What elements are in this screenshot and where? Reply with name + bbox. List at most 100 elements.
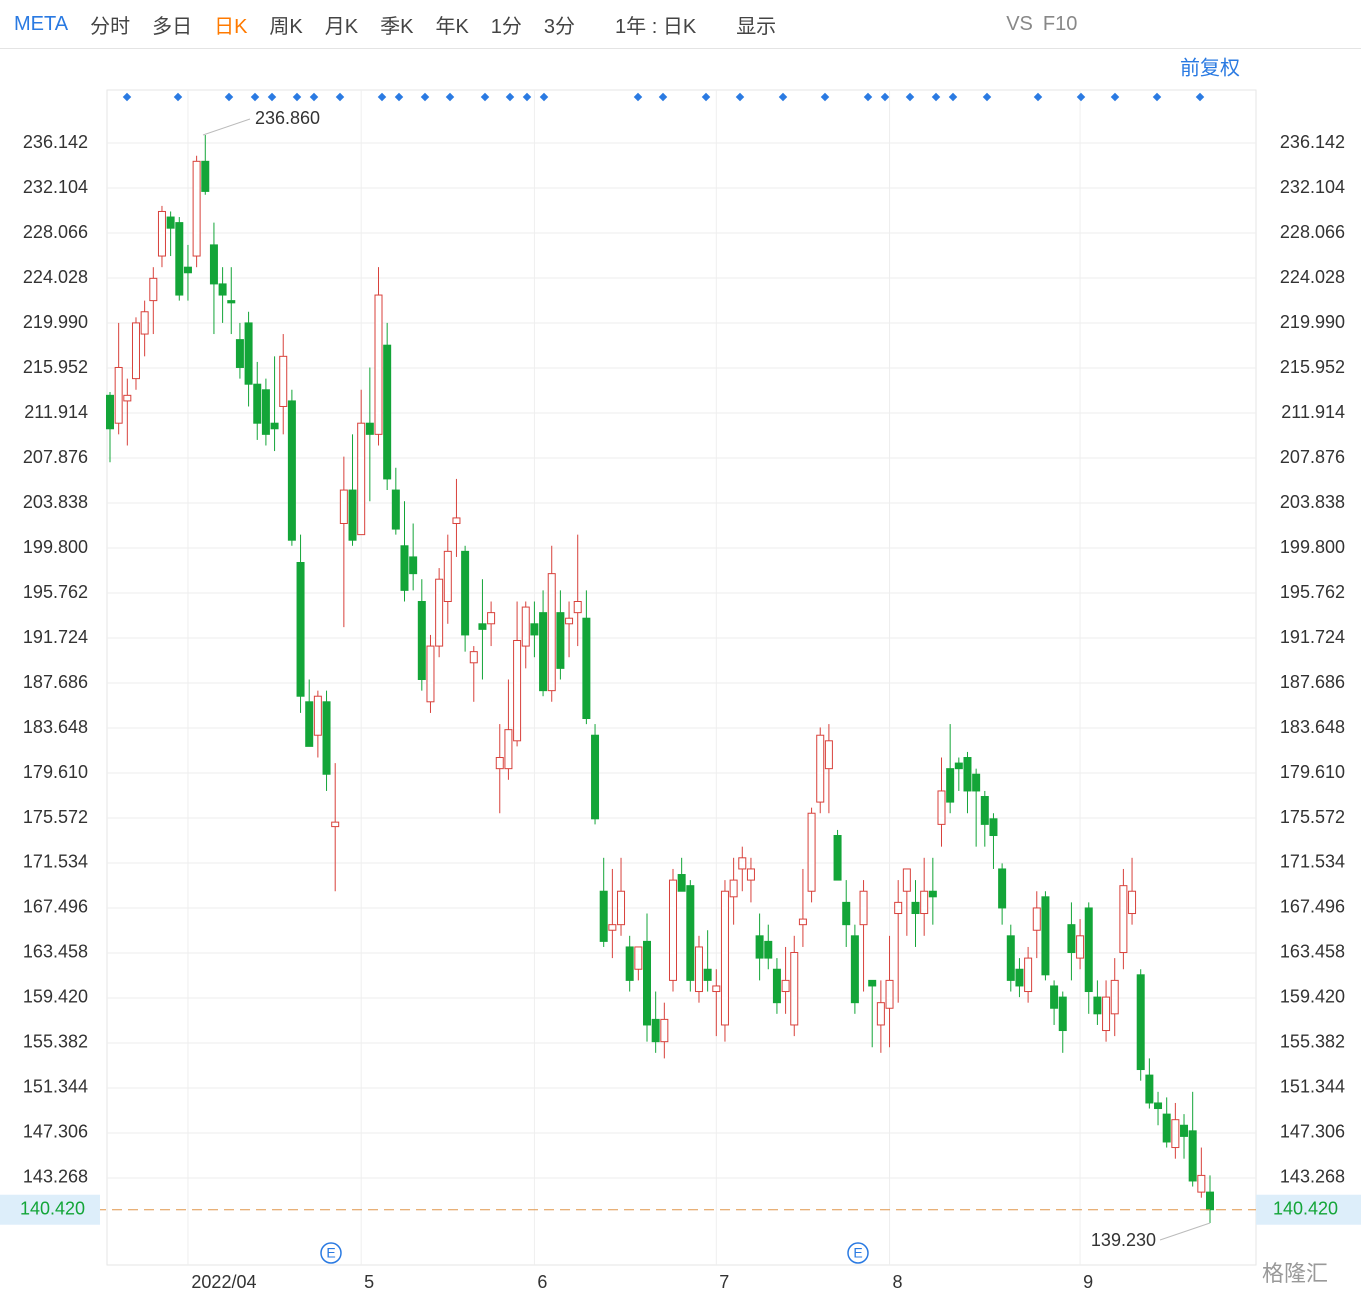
tab[interactable]: 日K [214,15,248,38]
candle-body [1058,996,1067,1032]
candle-body [331,821,340,828]
event-marker [445,92,455,102]
event-marker [880,92,890,102]
event-marker [309,92,319,102]
candle-body [513,640,522,742]
event-marker [948,92,958,102]
candle-body [270,422,279,430]
candle-body [703,968,712,981]
y-tick-label: 147.306 [23,1122,88,1142]
candle-body [677,874,686,892]
candle-body [582,617,591,720]
candle-body [1206,1191,1214,1211]
adjust[interactable]: 前复权 [1180,56,1240,79]
tab[interactable]: 月K [324,15,359,38]
candle-body [400,545,409,591]
candle-body [469,651,478,664]
y-tick-label: 191.724 [1280,627,1345,647]
y-tick-label: 203.838 [23,492,88,512]
event-marker [905,92,915,102]
min-label: 139.230 [1091,1230,1156,1250]
y-tick-label: 179.610 [23,762,88,782]
event-marker [292,92,302,102]
candle-body [279,355,288,407]
candle-body [764,940,773,959]
event-marker [931,92,941,102]
candle-body [192,160,201,257]
event-marker [778,92,788,102]
y-tick-label: 151.344 [23,1077,88,1097]
y-tick-label: 187.686 [23,672,88,692]
y-tick-label: 171.534 [1280,852,1345,872]
range[interactable]: 1年 : 日K [615,15,697,38]
event-marker [1152,92,1162,102]
x-tick-label: 7 [719,1272,729,1292]
event-marker [982,92,992,102]
event-marker [1195,92,1205,102]
tab[interactable]: 1分 [490,15,522,38]
candle-body [1197,1174,1206,1193]
tab[interactable]: 多日 [152,15,193,38]
candle-body [1067,924,1076,954]
candle-body [305,701,314,747]
candle-body [998,868,1007,909]
event-marker [377,92,387,102]
candle-body [539,612,548,692]
candle-body [166,216,175,229]
event-marker [250,92,260,102]
tab[interactable]: 分时 [90,15,131,38]
earnings-marker [320,1242,342,1264]
tab[interactable]: 季K [380,15,414,38]
candle-body [1110,979,1119,1015]
candle-body [504,729,513,770]
display[interactable]: 显示 [736,15,777,38]
candle-body [772,968,781,1004]
y-tick-label: 171.534 [23,852,88,872]
y-tick-label: 187.686 [1280,672,1345,692]
toolbar: META 分时 多日 日K 周K 月K 季K 年K 1分 3分 1年 : 日K … [0,0,1361,49]
symbol[interactable]: META [14,12,69,35]
y-tick-label: 167.496 [1280,897,1345,917]
candle-body [1136,974,1145,1071]
event-marker [633,92,643,102]
candle-body [556,612,565,669]
candle-body [114,366,123,424]
candle-body [608,924,617,931]
candle-body [313,695,322,736]
candle-body [963,757,972,792]
candle-body [807,812,816,892]
tab[interactable]: 周K [269,15,303,38]
candle-body [287,400,296,541]
candle-body [573,600,582,614]
candle-body [798,918,807,926]
tab[interactable]: 3分 [543,15,576,38]
candle-body [365,422,374,435]
vs[interactable]: VS [1006,12,1033,35]
candle-body [660,1018,669,1043]
candle-body [634,946,643,970]
candle-body [1162,1113,1171,1143]
f10[interactable]: F10 [1042,12,1078,35]
y-tick-label: 159.420 [1280,987,1345,1007]
candle-body [937,790,946,825]
event-marker [122,92,132,102]
candle-body [227,300,236,304]
candle-body [928,890,937,898]
candle-body [322,701,331,775]
candle-body [478,623,487,630]
candle-body [868,979,877,987]
y-tick-label: 215.952 [23,357,88,377]
candle-body [183,266,192,274]
candle-body [339,489,348,524]
y-tick-label: 167.496 [23,897,88,917]
candle-body [565,617,574,625]
candle-body [1084,907,1093,993]
candle-body [296,561,305,697]
candle-body [850,935,859,1004]
max-label: 236.860 [255,108,320,128]
y-tick-label: 159.420 [23,987,88,1007]
y-tick-label: 175.572 [23,807,88,827]
y-tick-label: 207.876 [23,447,88,467]
tab[interactable]: 年K [435,15,469,38]
